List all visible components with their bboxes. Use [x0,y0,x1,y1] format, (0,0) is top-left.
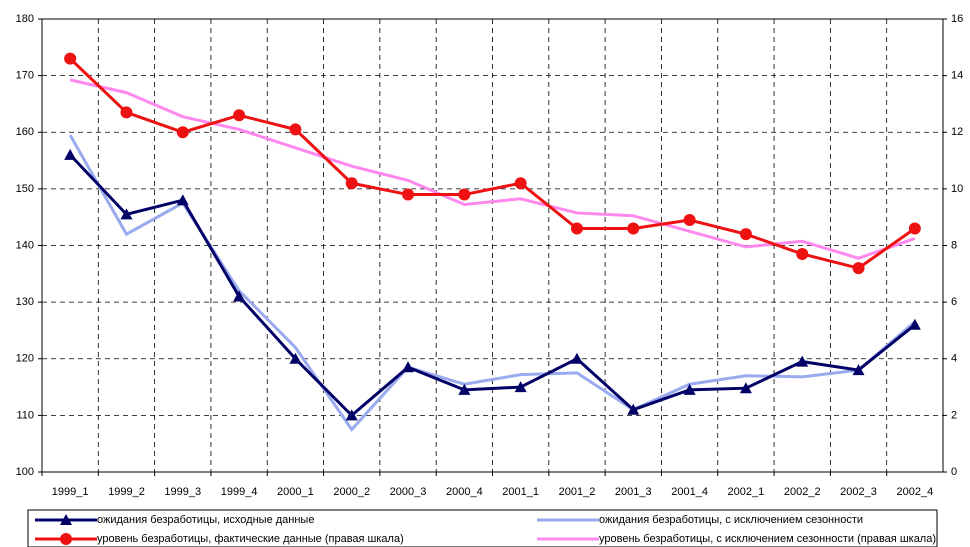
marker [570,222,583,235]
marker [120,106,133,119]
y-tick-label: 140 [16,239,34,251]
marker [514,177,527,190]
marker [683,214,696,227]
x-tick-label: 2001_1 [502,486,539,498]
legend-label: ожидания безработицы, исходные данные [97,514,314,526]
marker [176,194,189,206]
series-line [69,78,916,260]
y2-tick-label: 16 [951,13,963,25]
y2-tick-label: 12 [951,126,963,138]
x-tick-label: 2000_1 [277,486,314,498]
y2-tick-label: 4 [951,353,957,365]
y2-tick-label: 0 [951,466,957,478]
x-tick-label: 2001_4 [671,486,708,498]
x-tick-label: 1999_3 [164,486,201,498]
legend-label: ожидания безработицы, с исключением сезо… [599,514,863,526]
marker [402,188,415,201]
y2-tick-label: 14 [951,70,963,82]
y2-tick-label: 6 [951,296,957,308]
marker [289,352,302,364]
marker [570,352,583,364]
marker [64,52,77,65]
marker [627,222,640,235]
marker [233,290,246,302]
x-tick-label: 2002_3 [840,486,877,498]
marker [458,383,471,395]
marker [289,123,302,136]
x-tick-label: 1999_2 [108,486,145,498]
marker [739,382,752,394]
marker [176,126,189,139]
legend-label: уровень безработицы, с исключением сезон… [599,533,936,545]
marker [627,403,640,415]
y-tick-label: 150 [16,183,34,195]
marker [683,383,696,395]
marker [458,188,471,201]
marker [908,222,921,235]
series-line [69,153,916,418]
marker [852,262,865,275]
marker [739,228,752,241]
y-tick-label: 100 [16,466,34,478]
x-tick-label: 2002_4 [896,486,933,498]
legend-box [27,509,938,547]
x-tick-label: 1999_4 [221,486,258,498]
marker [64,148,77,160]
marker [60,533,72,545]
marker [908,318,921,330]
legend-label: уровень безработицы, фактические данные … [97,533,404,545]
marker [402,361,415,373]
marker [60,514,72,525]
y-tick-label: 130 [16,296,34,308]
x-tick-label: 2001_3 [615,486,652,498]
marker [852,364,865,376]
series-line [69,57,916,270]
marker [233,109,246,122]
y-tick-label: 120 [16,353,34,365]
y2-tick-label: 2 [951,409,957,421]
marker [345,177,358,190]
x-tick-label: 2000_2 [333,486,370,498]
y2-tick-label: 10 [951,183,963,195]
x-tick-label: 2001_2 [559,486,596,498]
marker [796,247,809,260]
y-tick-label: 170 [16,70,34,82]
y-tick-label: 160 [16,126,34,138]
y2-tick-label: 8 [951,239,957,251]
y-tick-label: 110 [16,409,34,421]
x-tick-label: 2000_3 [390,486,427,498]
x-tick-label: 2002_1 [728,486,765,498]
x-tick-label: 1999_1 [52,486,89,498]
marker [796,355,809,367]
marker [120,208,133,220]
marker [345,409,358,421]
marker [514,381,527,393]
y-tick-label: 180 [16,13,34,25]
x-tick-label: 2002_2 [784,486,821,498]
x-tick-label: 2000_4 [446,486,483,498]
